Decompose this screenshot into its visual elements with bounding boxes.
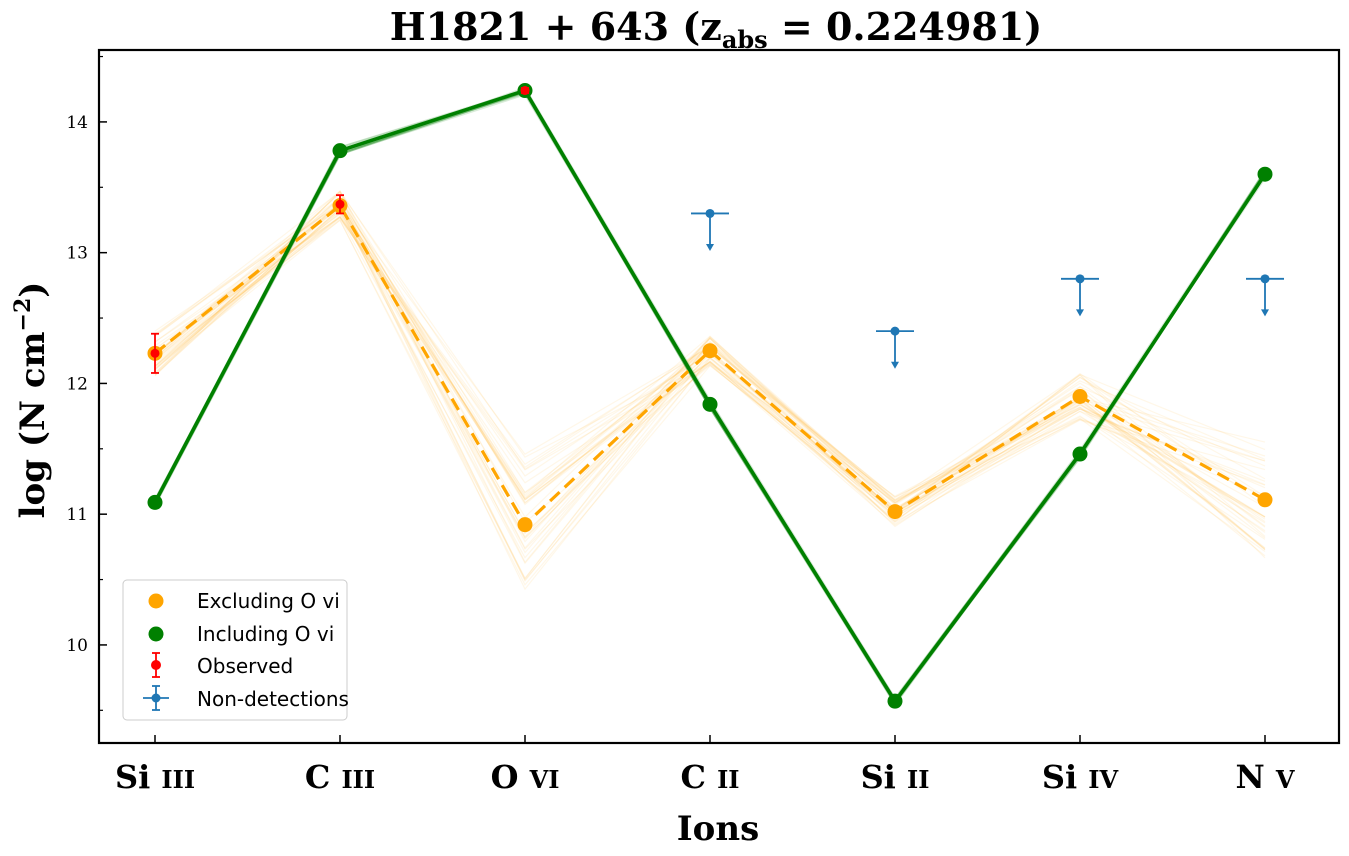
observed-point — [335, 199, 345, 209]
excluding-sample-line — [154, 203, 1266, 551]
legend-box — [122, 579, 348, 721]
y-tick-label: 13 — [66, 244, 88, 264]
point-excluding — [1072, 389, 1088, 404]
legend-label-including: Including O vi — [197, 622, 334, 646]
excluding-sample-line — [154, 215, 1266, 527]
excluding-sample-line — [154, 216, 1266, 518]
y-tick-label: 11 — [66, 505, 88, 525]
nondetection-point — [1075, 274, 1085, 284]
point-including — [702, 396, 718, 412]
series-layer — [147, 83, 1273, 709]
legend-marker-including — [148, 626, 164, 642]
excluding-sample-line — [154, 190, 1266, 537]
excluding-sample-line — [154, 216, 1266, 520]
excluding-sample-line — [154, 203, 1266, 551]
observed-point — [520, 86, 530, 96]
excluding-sample-line — [154, 213, 1266, 539]
excluding-sample-line — [154, 218, 1266, 526]
excluding-sample-line — [154, 201, 1266, 535]
y-tick-label: 12 — [66, 374, 88, 394]
plot-frame — [97, 48, 1341, 745]
point-including — [147, 494, 163, 510]
x-tick-label: C III — [305, 758, 375, 796]
excluding-sample-line — [154, 215, 1266, 523]
x-tick-label: Si III — [115, 758, 195, 796]
point-including — [332, 143, 348, 159]
x-tick-label: Si II — [861, 758, 930, 796]
excluding-sample-line — [154, 207, 1266, 559]
nondetection-point — [1260, 274, 1270, 284]
excluding-sample-line — [154, 190, 1266, 524]
excluding-sample-line — [154, 211, 1266, 523]
legend-label-excluding: Excluding O vi — [197, 589, 340, 613]
excluding-sample-line — [154, 191, 1266, 564]
y-axis-label: log (N cm−2) — [10, 282, 53, 519]
observed-point — [150, 348, 160, 358]
x-tick-label: O VI — [491, 758, 560, 796]
point-excluding — [1257, 492, 1273, 508]
axis-ticks: 10 11 12 13 14 Si III C III O VI C II Si II Si IV N… — [66, 55, 1295, 796]
point-including — [1072, 446, 1088, 462]
y-tick-label: 14 — [66, 113, 88, 133]
point-excluding — [887, 504, 903, 520]
x-tick-label: Si IV — [1042, 758, 1119, 796]
y-tick-label: 10 — [66, 636, 88, 656]
legend-marker-observed — [151, 660, 161, 670]
x-tick-label: N V — [1235, 758, 1294, 796]
point-including — [887, 693, 903, 709]
point-including — [1257, 166, 1273, 182]
nondetection-point — [705, 208, 715, 218]
legend-label-observed: Observed — [197, 654, 293, 678]
x-axis-label: Ions — [677, 809, 759, 849]
marks-layer — [150, 86, 1284, 374]
nondetection-arrowhead — [706, 244, 714, 252]
point-excluding — [702, 343, 718, 359]
nondetection-arrowhead — [891, 361, 899, 369]
nondetection-arrowhead — [1261, 309, 1269, 317]
excluding-sample-line — [154, 201, 1266, 551]
chart-title: H1821 + 643 (zabs = 0.224981) — [390, 4, 1043, 54]
excluding-sample-line — [154, 197, 1266, 554]
excluding-sample-line — [154, 219, 1266, 586]
point-excluding — [517, 517, 533, 533]
legend-marker-excluding — [148, 593, 164, 609]
x-tick-label: C II — [680, 758, 739, 796]
nondetection-arrowhead — [1076, 309, 1084, 317]
excluding-sample-line — [154, 216, 1266, 559]
excluding-sample-line — [154, 201, 1266, 535]
excluding-sample-line — [154, 206, 1266, 533]
legend: Excluding O vi Including O vi Observed N… — [122, 579, 349, 721]
excluding-sample-line — [154, 206, 1266, 532]
excluding-sample-line — [154, 209, 1266, 540]
legend-marker-nondetection — [151, 693, 161, 703]
legend-label-nondetection: Non-detections — [197, 687, 349, 711]
nondetection-point — [890, 326, 900, 336]
